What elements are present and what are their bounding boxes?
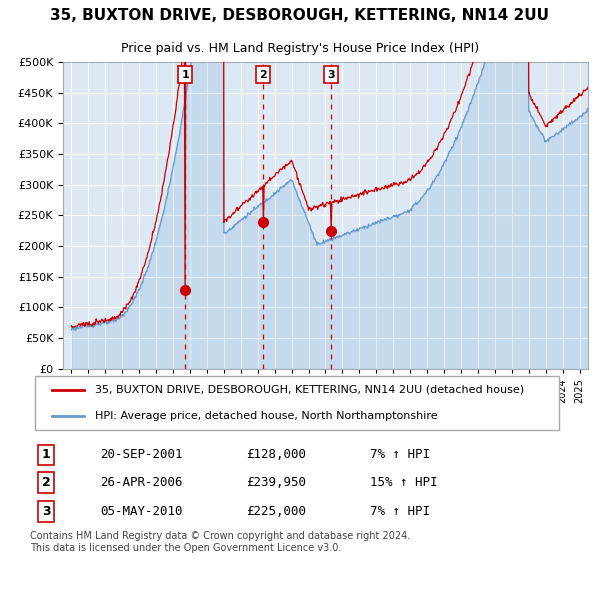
Text: 1: 1	[181, 70, 189, 80]
Text: 2: 2	[42, 476, 50, 489]
Text: 3: 3	[42, 505, 50, 518]
Text: Contains HM Land Registry data © Crown copyright and database right 2024.
This d: Contains HM Land Registry data © Crown c…	[30, 531, 410, 553]
Text: 3: 3	[328, 70, 335, 80]
Text: 35, BUXTON DRIVE, DESBOROUGH, KETTERING, NN14 2UU (detached house): 35, BUXTON DRIVE, DESBOROUGH, KETTERING,…	[95, 385, 524, 395]
Text: 7% ↑ HPI: 7% ↑ HPI	[370, 505, 430, 518]
Text: £239,950: £239,950	[246, 476, 306, 489]
Text: 20-SEP-2001: 20-SEP-2001	[100, 448, 182, 461]
Text: 1: 1	[42, 448, 50, 461]
Text: 2: 2	[259, 70, 267, 80]
Text: 35, BUXTON DRIVE, DESBOROUGH, KETTERING, NN14 2UU: 35, BUXTON DRIVE, DESBOROUGH, KETTERING,…	[50, 8, 550, 23]
FancyBboxPatch shape	[35, 376, 559, 430]
Text: £128,000: £128,000	[246, 448, 306, 461]
Text: 15% ↑ HPI: 15% ↑ HPI	[370, 476, 438, 489]
Text: 05-MAY-2010: 05-MAY-2010	[100, 505, 182, 518]
Text: Price paid vs. HM Land Registry's House Price Index (HPI): Price paid vs. HM Land Registry's House …	[121, 42, 479, 55]
Text: HPI: Average price, detached house, North Northamptonshire: HPI: Average price, detached house, Nort…	[95, 411, 437, 421]
Text: £225,000: £225,000	[246, 505, 306, 518]
Text: 7% ↑ HPI: 7% ↑ HPI	[370, 448, 430, 461]
Text: 26-APR-2006: 26-APR-2006	[100, 476, 182, 489]
